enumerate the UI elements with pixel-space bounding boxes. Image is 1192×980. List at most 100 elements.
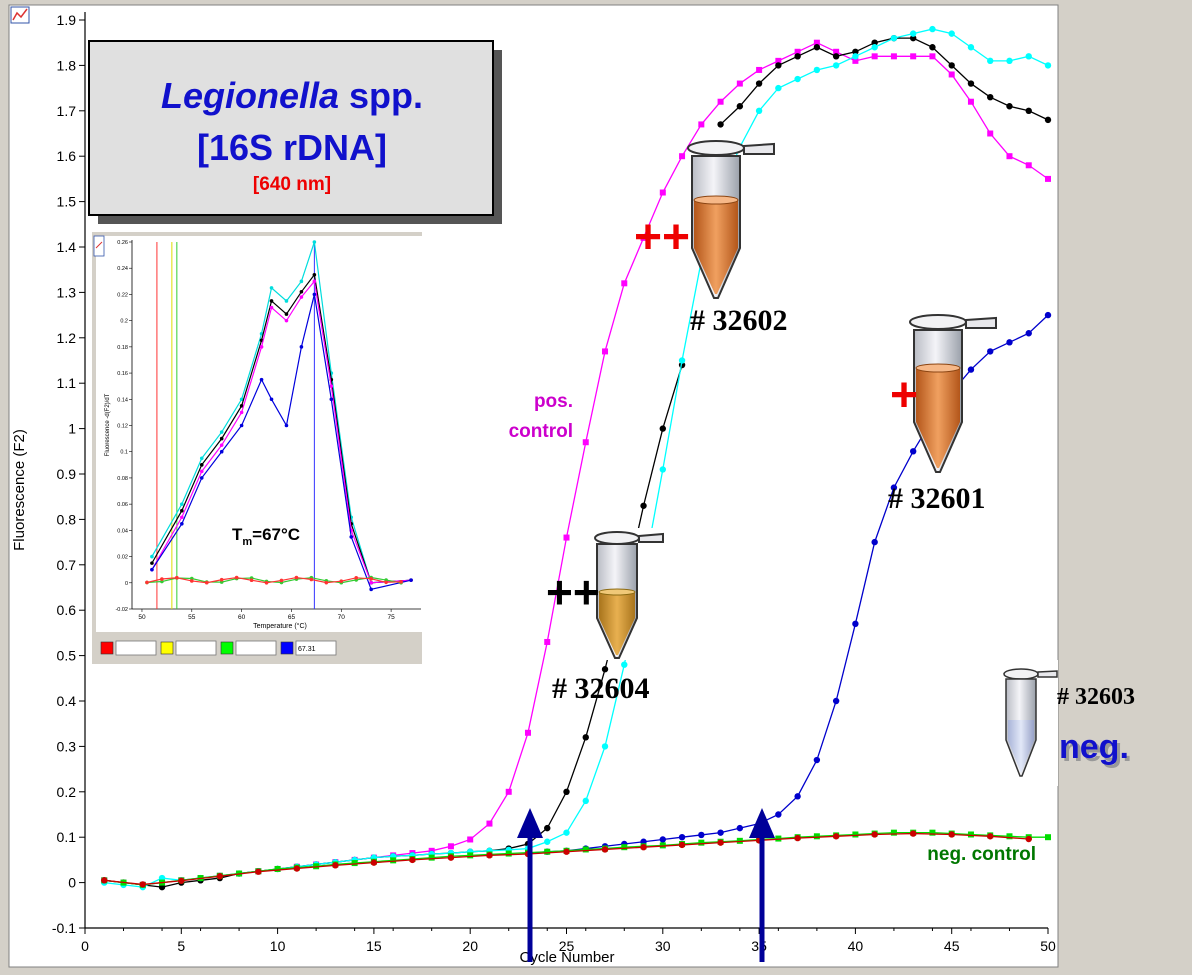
arrow-up-left [517, 808, 543, 962]
data-point [967, 80, 975, 87]
data-point [1025, 330, 1032, 337]
data-point [640, 502, 647, 509]
y-tick-label: 1.9 [57, 12, 77, 28]
inset-point [329, 384, 334, 388]
inset-y-tick-label: 0.1 [120, 450, 128, 456]
x-tick-label: 40 [848, 938, 864, 954]
data-point [871, 53, 878, 60]
inset-value-field[interactable] [295, 640, 337, 656]
data-point [1025, 53, 1032, 60]
data-point [929, 25, 936, 33]
x-tick-label: 15 [366, 938, 382, 954]
data-point [1006, 153, 1013, 160]
data-point [775, 811, 782, 818]
inset-value-field[interactable] [235, 640, 277, 656]
y-tick-label: 1.3 [57, 284, 77, 300]
data-point [736, 824, 744, 832]
inset-x-tick-label: 60 [238, 614, 246, 621]
inset-y-tick-label: 0 [125, 581, 128, 587]
inset-color-swatch[interactable] [100, 641, 114, 655]
label-32603: # 32603 [1057, 684, 1135, 710]
data-point [987, 130, 994, 137]
inset-point [219, 430, 224, 434]
inset-point [160, 579, 164, 584]
data-point [582, 846, 589, 853]
data-point [524, 729, 531, 736]
data-point [717, 829, 724, 836]
y-tick-label: 1.2 [57, 330, 77, 346]
chart-icon[interactable] [10, 6, 30, 24]
data-point [813, 66, 821, 74]
data-point [890, 53, 897, 60]
plus-plus-32602: ++ [634, 211, 690, 264]
y-tick-label: 0.8 [57, 511, 77, 527]
data-point [678, 357, 686, 364]
data-point [505, 850, 512, 857]
inset-point [312, 292, 317, 297]
data-point [717, 839, 724, 846]
data-point [659, 836, 666, 843]
melt-curve-inset: -0.02 0 0.02 0.04 0.06 0.08 0.1 0.12 0.14 0.16 0.1… [92, 232, 422, 664]
data-point [1006, 339, 1013, 346]
inset-color-swatch[interactable] [280, 641, 294, 655]
inset-value-field[interactable] [175, 640, 217, 656]
inset-point [175, 575, 179, 580]
inset-point [239, 397, 244, 402]
inset-value-text: 67.31 [298, 646, 316, 653]
inset-point [369, 580, 373, 585]
data-point [909, 30, 917, 37]
data-point [736, 837, 743, 844]
inset-chart-icon[interactable] [93, 235, 105, 257]
y-tick-label: 1.8 [57, 57, 77, 73]
data-point [775, 57, 782, 64]
y-tick-label: 0.6 [57, 602, 77, 618]
inset-color-swatch[interactable] [160, 641, 174, 655]
inset-x-tick-label: 75 [387, 614, 395, 621]
data-point [929, 44, 936, 51]
inset-point [299, 295, 304, 299]
inset-plot-bg [96, 236, 422, 632]
data-point [563, 534, 570, 541]
inset-point [264, 580, 269, 585]
inset-point [312, 272, 317, 277]
inset-x-tick-label: 65 [288, 614, 296, 621]
data-point [313, 863, 320, 870]
inset-point [329, 397, 334, 402]
data-point [582, 797, 589, 805]
data-point [832, 53, 840, 60]
data-point [987, 833, 994, 840]
inset-point [239, 423, 244, 428]
data-point [987, 93, 994, 101]
inset-value-field[interactable] [115, 640, 157, 656]
series-5 [101, 830, 1032, 888]
data-point [621, 844, 628, 851]
data-point [871, 44, 878, 51]
data-point [563, 848, 570, 855]
inset-point [299, 279, 304, 284]
inset-color-swatch[interactable] [220, 641, 234, 655]
data-point [871, 831, 878, 838]
data-point [1006, 57, 1013, 65]
inset-curve-line [151, 294, 412, 591]
data-point [775, 62, 782, 69]
y-tick-label: 1.4 [57, 239, 77, 255]
data-point [601, 846, 609, 853]
inset-y-tick-label: 0.24 [117, 266, 128, 272]
y-tick-label: 0.7 [57, 557, 77, 573]
inset-y-tick-label: 0.16 [117, 371, 128, 377]
data-point [544, 848, 551, 855]
data-point [447, 854, 455, 861]
data-point [832, 697, 840, 705]
inset-point [269, 397, 274, 402]
data-point [852, 57, 859, 64]
x-tick-label: 50 [1040, 938, 1056, 954]
label-32604: # 32604 [552, 672, 650, 705]
inset-point [249, 578, 254, 583]
data-point [832, 833, 840, 840]
inset-y-tick-label: 0.2 [120, 319, 128, 325]
inset-point [160, 577, 164, 581]
data-point [640, 234, 647, 241]
inset-point [180, 502, 184, 506]
inset-point [189, 576, 194, 581]
data-point [255, 868, 262, 875]
